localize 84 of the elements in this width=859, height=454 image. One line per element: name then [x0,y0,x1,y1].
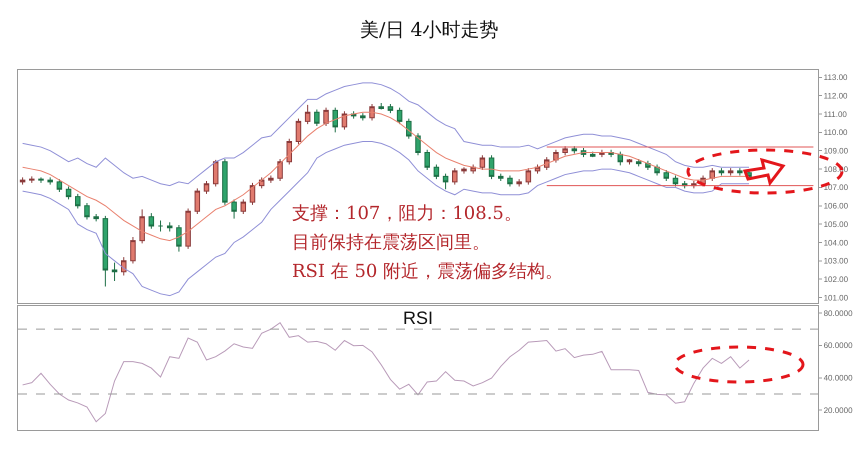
candlestick [75,193,81,210]
candlestick [84,202,90,220]
y-tick-label: 111.00 [824,110,848,119]
candlestick [488,154,494,180]
y-tick-label: 80.0000 [824,308,854,318]
candlestick [112,262,118,282]
candlestick [737,168,743,176]
candlestick [507,174,513,187]
candlestick [498,173,504,182]
candlestick [47,176,53,186]
candlestick [424,149,430,170]
candlestick [286,138,292,165]
y-tick-label: 106.00 [824,202,849,211]
candlestick [618,151,624,166]
candlestick [461,166,467,174]
y-tick-label: 104.00 [824,238,849,248]
y-tick-label: 113.00 [824,73,848,82]
chart-title: 美/日 4小时走势 [360,19,499,41]
candlestick [250,182,256,206]
candlestick [268,174,274,184]
y-tick-label: 20.0000 [824,406,854,416]
candlestick [415,132,421,156]
y-tick-label: 60.0000 [824,341,854,350]
candlestick [396,107,402,125]
candlestick [38,176,44,184]
candlestick [120,256,126,276]
y-tick-label: 112.00 [824,91,848,100]
y-tick-label: 102.00 [824,274,849,284]
candlestick [166,222,172,232]
annotation: 目前保持在震荡区间里。 [292,232,490,253]
candlestick [158,220,164,232]
candlestick [148,212,154,230]
candlestick [406,118,412,140]
candlestick [636,158,642,167]
candlestick [204,180,210,194]
candlestick [480,154,486,170]
annotation: 支撑：107，阻力：108.5。 [292,203,522,224]
candlestick [388,103,394,114]
candlestick [277,158,283,182]
y-tick-label: 110.00 [824,128,848,138]
candlestick [562,146,568,156]
y-tick-label: 103.00 [824,256,849,266]
candlestick [304,104,310,125]
candlestick [240,198,246,215]
line-series [22,82,750,186]
candlestick [29,176,35,184]
candlestick [516,178,522,187]
candlestick [194,188,200,215]
candlestick [434,164,440,180]
candlestick [332,107,338,133]
candlestick [66,186,72,200]
line-series [22,141,750,296]
candlestick [212,159,218,187]
candlestick [176,224,182,252]
candlestick [526,168,532,186]
candlestick [296,118,302,145]
candlestick [231,198,237,220]
candlestick [314,108,320,126]
candlestick [258,176,264,189]
candlestick [664,169,670,182]
candlestick [360,112,366,121]
chart-title: RSI [403,308,434,328]
candlestick [572,146,578,154]
candlestick [20,176,26,186]
candlestick [553,149,559,164]
candlestick [718,168,724,176]
candlestick [56,178,62,192]
candlestick [130,236,136,264]
y-tick-label: 101.00 [824,293,849,302]
candlestick [102,215,108,287]
annotation: RSI 在 50 附近，震荡偏多结构。 [292,261,564,282]
candlestick [93,214,99,222]
candlestick [710,168,716,182]
candlestick [452,168,458,186]
y-tick-label: 105.00 [824,220,849,229]
candlestick [672,174,678,187]
candlestick [378,102,384,110]
y-tick-label: 109.00 [824,146,849,156]
candlestick [626,158,632,165]
candlestick [728,168,734,176]
y-tick-label: 40.0000 [824,374,854,383]
candlestick [222,158,228,206]
candlestick [534,164,540,174]
candlestick [442,173,448,190]
